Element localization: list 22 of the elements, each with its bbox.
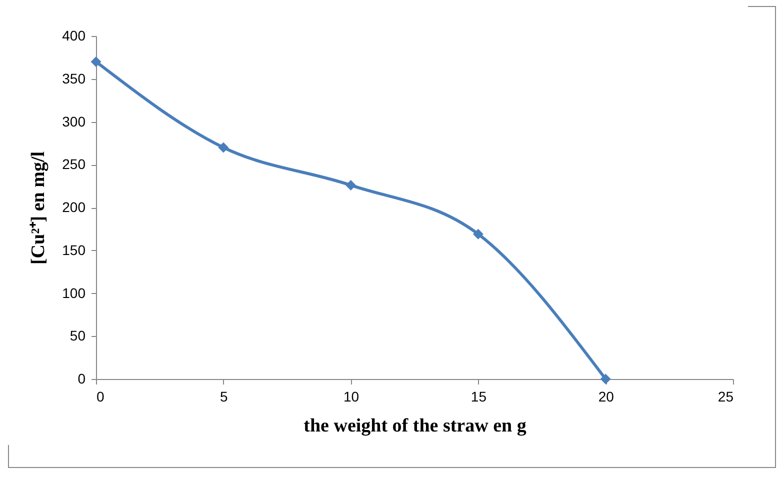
y-tick-label: 200 [62,199,86,215]
point [90,56,102,67]
x-tick-label: 20 [598,388,614,404]
x-tick-label: 0 [96,388,104,404]
y-tick-label: 250 [62,156,86,172]
y-tick-label: 100 [62,284,86,301]
point [600,374,611,384]
y-tick-label: 350 [62,70,86,86]
y-tick-label: 0 [78,370,86,386]
y-axis-title: [Cu²⁺] en mg/l [28,151,50,265]
point [346,180,356,190]
point [472,228,484,240]
y-tick-label: 300 [62,113,86,130]
x-tick-label: 10 [344,388,360,404]
x-axis-title: the weight of the straw en g [304,416,527,436]
y-tick-label: 400 [62,28,86,44]
x-tick-label: 15 [470,388,487,404]
point [218,142,229,153]
y-tick-label: 150 [62,242,86,258]
x-tick-label: 25 [718,388,734,404]
x-tick-label: 5 [220,388,228,404]
y-tick-label: 50 [70,328,86,344]
